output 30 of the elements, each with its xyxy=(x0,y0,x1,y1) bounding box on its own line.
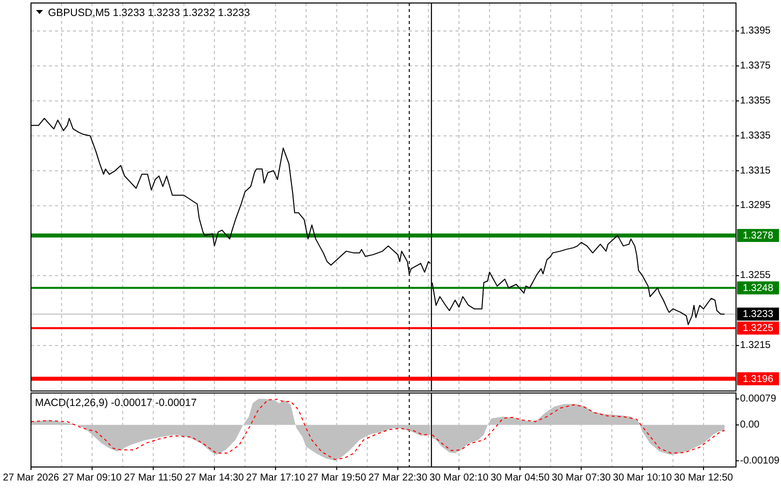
x-tick-label: 30 Mar 02:10 xyxy=(430,472,489,484)
y-tick-label: 1.3375 xyxy=(740,60,772,72)
x-tick-label: 27 Mar 2026 xyxy=(2,472,60,484)
y-tick-label: 1.3295 xyxy=(740,200,772,212)
x-tick-label: 27 Mar 11:50 xyxy=(124,472,183,484)
y-tick-label: -0.00109 xyxy=(740,455,780,466)
ref-line-label: 1.3225 xyxy=(742,322,774,334)
x-tick-label: 30 Mar 04:50 xyxy=(490,472,550,484)
x-tick-label: 27 Mar 19:50 xyxy=(307,472,367,484)
y-tick-label: 1.3355 xyxy=(740,95,772,106)
y-tick-label: 0.00079 xyxy=(740,393,777,404)
chart-title: GBPUSD,M5 1.3233 1.3233 1.3232 1.3233 xyxy=(48,7,250,19)
y-tick-label: 1.3395 xyxy=(740,25,772,36)
y-tick-label: 1.3215 xyxy=(740,340,772,352)
x-tick-label: 27 Mar 09:10 xyxy=(62,472,122,484)
y-tick-label: 1.3315 xyxy=(740,165,772,176)
x-tick-label: 30 Mar 10:10 xyxy=(612,472,672,484)
x-tick-label: 27 Mar 17:10 xyxy=(246,472,306,484)
x-tick-label: 27 Mar 14:30 xyxy=(184,472,244,484)
y-tick-label: 1.3335 xyxy=(740,130,772,142)
ref-line-label: 1.3278 xyxy=(742,230,774,241)
x-tick-label: 30 Mar 12:50 xyxy=(674,472,734,484)
ref-line-label: 1.3233 xyxy=(742,308,774,320)
y-tick-label: 0.00 xyxy=(740,419,760,430)
x-tick-label: 27 Mar 22:30 xyxy=(368,472,428,484)
chart-title: MACD(12,26,9) -0.00017 -0.00017 xyxy=(35,397,197,409)
ref-line-label: 1.3248 xyxy=(742,282,774,294)
ref-line-label: 1.3196 xyxy=(742,373,774,384)
y-tick-label: 1.3255 xyxy=(740,270,772,282)
x-tick-label: 30 Mar 07:30 xyxy=(552,472,612,484)
